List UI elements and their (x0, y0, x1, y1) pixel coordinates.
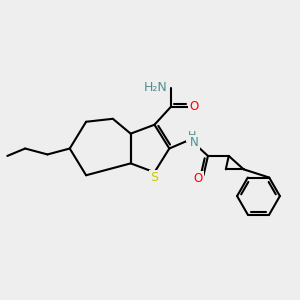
Text: O: O (189, 100, 199, 113)
Text: O: O (194, 172, 203, 185)
Text: S: S (151, 171, 158, 184)
Text: H₂N: H₂N (144, 81, 168, 94)
Text: N: N (190, 136, 199, 149)
Text: H: H (188, 131, 196, 141)
